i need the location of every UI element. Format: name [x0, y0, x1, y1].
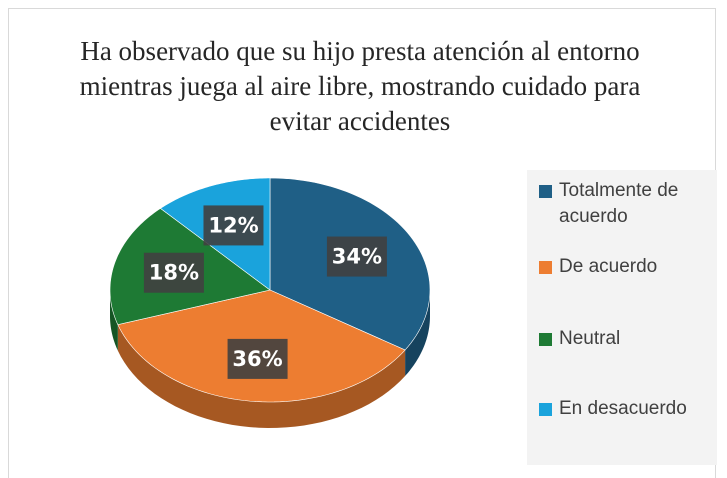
- legend-swatch: [539, 261, 552, 274]
- chart-title: Ha observado que su hijo presta atención…: [79, 36, 641, 136]
- legend-label: Totalmente de acuerdo: [559, 180, 679, 227]
- data-label-box: [203, 205, 264, 246]
- slice-side: [405, 290, 430, 377]
- legend-label: De acuerdo: [559, 256, 658, 277]
- legend: Totalmente de acuerdo De acuerdo Neutral En…: [527, 170, 717, 465]
- data-label: 36%: [232, 347, 282, 371]
- data-label-box: [143, 252, 204, 293]
- data-label: 34%: [332, 245, 382, 269]
- legend-swatch: [539, 403, 552, 416]
- slice-side: [110, 290, 118, 351]
- slice-side: [117, 324, 406, 428]
- legend-swatch: [539, 333, 552, 346]
- legend-item: En desacuerdo: [537, 396, 712, 422]
- data-label-box: [227, 338, 288, 379]
- data-label-box: [326, 236, 387, 277]
- legend-item: Neutral: [537, 326, 712, 352]
- legend-item: De acuerdo: [537, 254, 712, 280]
- legend-swatch: [539, 185, 552, 198]
- legend-label: Neutral: [559, 328, 621, 349]
- legend-item: Totalmente de acuerdo: [537, 178, 712, 230]
- data-label: 12%: [208, 213, 258, 237]
- legend-label: En desacuerdo: [559, 398, 687, 419]
- data-label: 18%: [149, 261, 199, 285]
